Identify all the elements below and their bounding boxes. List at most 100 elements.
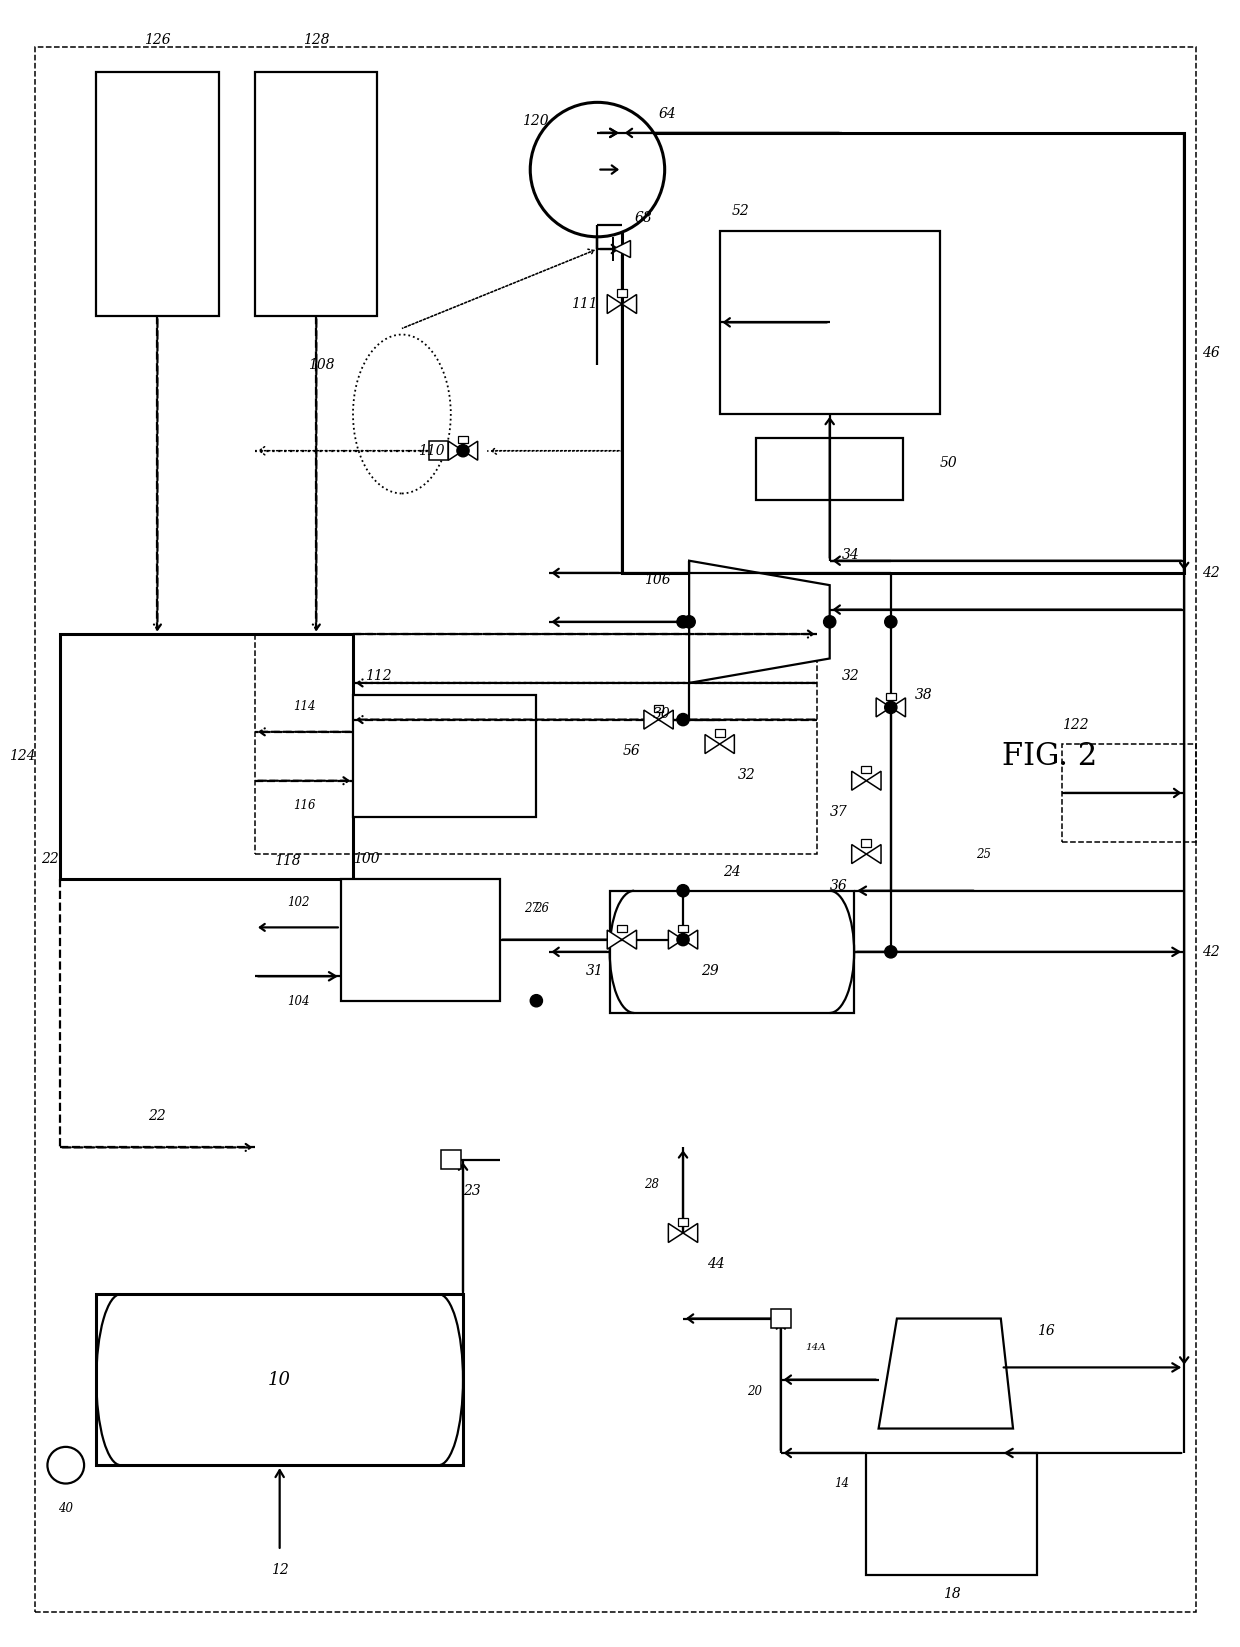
Text: 104: 104 <box>286 995 309 1008</box>
Polygon shape <box>890 698 905 716</box>
Text: 42: 42 <box>1203 567 1220 580</box>
Bar <box>719 231 940 413</box>
Text: 38: 38 <box>915 688 932 702</box>
Polygon shape <box>683 931 698 949</box>
Bar <box>771 1309 791 1329</box>
Bar <box>429 441 449 461</box>
Text: 12: 12 <box>270 1563 289 1576</box>
Polygon shape <box>622 931 636 949</box>
Text: 108: 108 <box>308 357 335 372</box>
Polygon shape <box>689 560 830 684</box>
Bar <box>353 695 537 817</box>
Bar <box>622 133 1184 573</box>
Circle shape <box>531 102 665 237</box>
Text: 24: 24 <box>723 865 740 878</box>
Text: 56: 56 <box>622 744 640 758</box>
Polygon shape <box>867 771 882 791</box>
Polygon shape <box>852 845 867 863</box>
Text: 27: 27 <box>525 903 539 916</box>
Bar <box>653 705 663 712</box>
Text: 102: 102 <box>286 896 309 909</box>
Text: 22: 22 <box>149 1108 166 1123</box>
Text: 52: 52 <box>732 204 750 219</box>
Bar <box>458 436 467 443</box>
Polygon shape <box>668 1224 683 1242</box>
Bar <box>441 1150 460 1169</box>
Text: 20: 20 <box>748 1385 763 1398</box>
Text: 116: 116 <box>293 799 315 812</box>
Text: 124: 124 <box>9 749 35 763</box>
Text: 32: 32 <box>738 769 755 782</box>
Text: 22: 22 <box>41 851 60 866</box>
Polygon shape <box>879 1319 1013 1428</box>
Text: 10: 10 <box>268 1370 291 1388</box>
Text: 112: 112 <box>366 669 392 684</box>
Text: 28: 28 <box>644 1178 658 1191</box>
Text: 126: 126 <box>144 33 171 48</box>
Polygon shape <box>706 735 719 754</box>
Text: 64: 64 <box>658 107 676 120</box>
Bar <box>678 926 688 932</box>
Bar <box>867 1453 1038 1575</box>
Circle shape <box>683 616 696 628</box>
Text: 100: 100 <box>353 851 379 866</box>
Bar <box>862 766 872 774</box>
Polygon shape <box>463 441 477 460</box>
Circle shape <box>677 884 689 898</box>
Polygon shape <box>449 441 463 460</box>
Bar <box>618 926 626 932</box>
Text: 106: 106 <box>644 573 671 586</box>
Polygon shape <box>608 931 622 949</box>
Polygon shape <box>658 710 673 730</box>
Text: 30: 30 <box>653 707 671 721</box>
Bar <box>255 72 377 316</box>
Text: 16: 16 <box>1038 1324 1055 1337</box>
Text: 34: 34 <box>842 548 859 563</box>
Circle shape <box>884 702 897 713</box>
Bar <box>1061 744 1197 842</box>
Text: 68: 68 <box>634 211 652 224</box>
Text: 29: 29 <box>702 963 719 978</box>
Polygon shape <box>668 931 683 949</box>
Polygon shape <box>622 295 636 313</box>
Text: 128: 128 <box>303 33 330 48</box>
Polygon shape <box>852 771 867 791</box>
Text: 40: 40 <box>58 1502 73 1515</box>
Bar <box>756 438 903 499</box>
Bar <box>678 1219 688 1225</box>
Text: 14A: 14A <box>805 1342 826 1352</box>
Circle shape <box>677 713 689 726</box>
Circle shape <box>823 616 836 628</box>
Text: 114: 114 <box>293 700 315 713</box>
Text: 42: 42 <box>1203 945 1220 959</box>
Text: 44: 44 <box>708 1257 725 1271</box>
Polygon shape <box>719 735 734 754</box>
Bar <box>618 290 626 296</box>
Text: 111: 111 <box>570 296 598 311</box>
Bar <box>862 840 872 847</box>
Circle shape <box>47 1446 84 1484</box>
Text: 122: 122 <box>1061 718 1089 731</box>
Polygon shape <box>877 698 890 716</box>
Text: 25: 25 <box>976 848 991 860</box>
Ellipse shape <box>353 334 451 494</box>
Text: 26: 26 <box>533 903 548 916</box>
Circle shape <box>677 616 689 628</box>
Polygon shape <box>608 295 622 313</box>
Text: 14: 14 <box>835 1477 849 1491</box>
Text: 50: 50 <box>940 456 957 469</box>
Bar <box>714 730 724 736</box>
Text: 37: 37 <box>831 805 848 819</box>
Text: 32: 32 <box>842 669 859 684</box>
Bar <box>97 72 218 316</box>
Text: 110: 110 <box>418 443 445 458</box>
Circle shape <box>531 995 542 1006</box>
Bar <box>610 891 854 1013</box>
Text: 36: 36 <box>831 878 848 893</box>
Bar <box>885 693 895 700</box>
Text: 23: 23 <box>463 1184 481 1197</box>
Text: 118: 118 <box>274 855 300 868</box>
Text: 31: 31 <box>585 963 604 978</box>
Polygon shape <box>867 845 882 863</box>
Circle shape <box>677 934 689 945</box>
